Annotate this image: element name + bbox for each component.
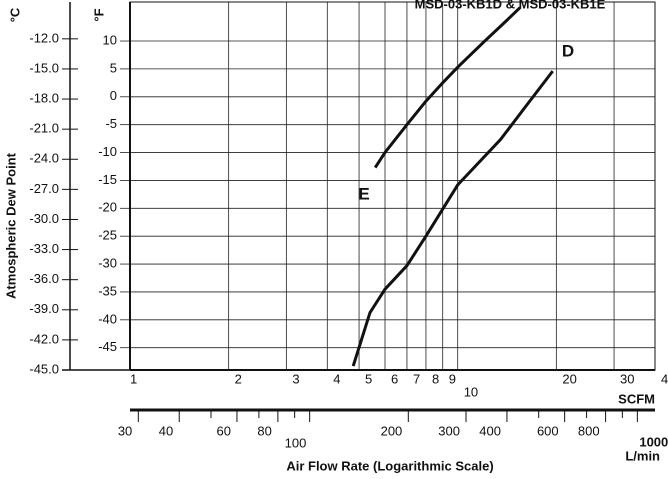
- x-tick-label: 10: [464, 384, 478, 399]
- x2-unit: L/min: [625, 448, 660, 463]
- y-tick-label: -25: [98, 228, 117, 243]
- x2-tick-label: 200: [381, 423, 403, 438]
- x-tick-label: 1: [130, 371, 137, 386]
- x2-tick-label: 40: [159, 423, 173, 438]
- x2-tick-label: 400: [479, 423, 501, 438]
- x-axis-label: Air Flow Rate (Logarithmic Scale): [286, 458, 493, 473]
- y2-tick-label: -30.0: [29, 211, 59, 226]
- y-tick-label: -20: [98, 200, 117, 215]
- y-axis-label: Atmospheric Dew Point: [3, 152, 18, 299]
- x-tick-label: 40: [661, 371, 668, 386]
- y2-tick-label: -21.0: [29, 121, 59, 136]
- x-tick-label: 4: [333, 371, 340, 386]
- x-tick-label: 30: [620, 371, 634, 386]
- x2-tick-label: 600: [537, 423, 559, 438]
- y2-tick-label: -12.0: [29, 30, 59, 45]
- y-tick-label: -45: [98, 339, 117, 354]
- curve-label: E: [358, 184, 369, 203]
- y2-tick-label: -18.0: [29, 90, 59, 105]
- y2-tick-label: -42.0: [29, 331, 59, 346]
- x-tick-label: 3: [292, 371, 299, 386]
- x-tick-label: 8: [432, 371, 439, 386]
- y-unit: °F: [91, 8, 106, 21]
- y2-unit: °C: [7, 7, 22, 22]
- x2-tick-label: 60: [216, 423, 230, 438]
- y2-tick-label: -36.0: [29, 271, 59, 286]
- x-tick-label: 7: [413, 371, 420, 386]
- y2-tick-label: -24.0: [29, 151, 59, 166]
- y2-tick-label: -45.0: [29, 361, 59, 376]
- x-unit: SCFM: [618, 391, 655, 406]
- y-tick-label: -15: [98, 172, 117, 187]
- y-tick-label: 5: [110, 60, 117, 75]
- y-tick-label: -30: [98, 255, 117, 270]
- y2-tick-label: -15.0: [29, 60, 59, 75]
- y2-tick-label: -33.0: [29, 241, 59, 256]
- x2-tick-label: 100: [285, 435, 307, 450]
- y-tick-label: -35: [98, 283, 117, 298]
- y-tick-label: -5: [105, 116, 117, 131]
- x2-tick-label: 800: [578, 423, 600, 438]
- y-tick-label: 0: [110, 88, 117, 103]
- x-tick-label: 9: [449, 371, 456, 386]
- y2-tick-label: -27.0: [29, 181, 59, 196]
- x2-tick-label: 80: [257, 423, 271, 438]
- y-tick-label: 10: [103, 32, 117, 47]
- curve: [351, 70, 554, 367]
- y-tick-label: -10: [98, 144, 117, 159]
- x2-tick-label: 1000: [639, 434, 668, 449]
- y-tick-label: -40: [98, 311, 117, 326]
- x-tick-label: 6: [391, 371, 398, 386]
- curve: [373, 6, 522, 169]
- plot-frame: [129, 1, 656, 371]
- x2-tick-label: 300: [438, 423, 460, 438]
- y2-tick-label: -39.0: [29, 301, 59, 316]
- x-tick-label: 5: [365, 371, 372, 386]
- x2-tick-label: 30: [118, 423, 132, 438]
- chart-title: MSD-03-KB1D & MSD-03-KB1E: [415, 0, 606, 11]
- x-tick-label: 20: [562, 371, 576, 386]
- x-tick-label: 2: [235, 371, 242, 386]
- curve-label: D: [562, 41, 574, 60]
